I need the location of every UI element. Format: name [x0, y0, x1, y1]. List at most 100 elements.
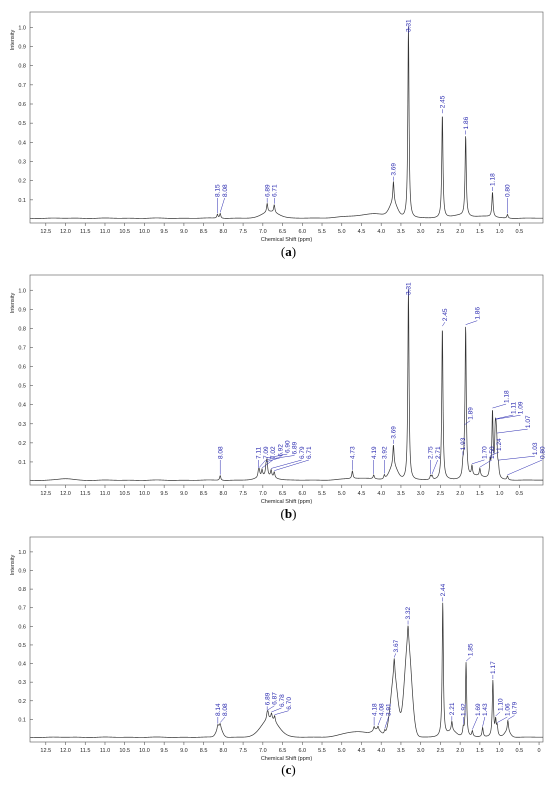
y-tick-label: 0.9: [18, 45, 26, 51]
spectrum-panel-a: 0.1 0.2 0.3 0.4 0.5 0.6 0.7 0.8 0.9 1.0 12.5 12.0 11…: [10, 11, 544, 259]
peak-label: 1.89: [467, 407, 474, 420]
peak-leader: [465, 656, 471, 662]
x-tick-label: 12.5: [40, 491, 51, 497]
peak-label: 3.92: [382, 446, 389, 459]
x-tick-label: 1.5: [476, 229, 484, 235]
spectrum-line: [29, 289, 543, 481]
peak-label: 1.70: [482, 446, 489, 459]
peak-label: 3.91: [386, 703, 393, 716]
y-tick-label: 0.4: [18, 403, 26, 409]
x-tick-label: 7.5: [239, 491, 247, 497]
peak-label: 0.80: [505, 184, 512, 197]
peak-label: 2.21: [449, 702, 456, 715]
plot-frame: [29, 536, 544, 743]
peak-leader: [495, 711, 501, 717]
y-tick-label: 0.7: [18, 83, 26, 89]
peak-leader: [495, 414, 514, 420]
peak-leader: [259, 459, 266, 468]
peak-leader: [472, 716, 478, 730]
peak-label: 1.17: [490, 661, 497, 674]
y-tick-label: 0.9: [18, 307, 26, 313]
x-tick-label: 4.5: [358, 748, 366, 754]
peak-label: 1.43: [482, 703, 489, 716]
peak-leader: [267, 455, 295, 460]
peak-leader: [465, 320, 478, 325]
x-tick-label: 8.0: [220, 748, 228, 754]
peak-label: 6.92: [277, 444, 284, 457]
x-tick-label: 3.0: [417, 748, 425, 754]
x-tick-label: 5.5: [318, 491, 326, 497]
peak-leader: [265, 457, 281, 463]
y-tick-label: 0.1: [18, 460, 26, 466]
y-tick-label: 0.1: [18, 198, 26, 204]
x-tick-label: 12.0: [60, 229, 71, 235]
y-tick-label: 0.4: [18, 140, 26, 146]
peak-leader: [496, 414, 521, 420]
spectrum-panel-c: 0.1 0.2 0.3 0.4 0.5 0.6 0.7 0.8 0.9 1.0 12.5 12.0 11…: [10, 536, 544, 777]
y-tick-label: 0.1: [18, 717, 26, 723]
peak-label: 1.10: [497, 698, 504, 711]
x-tick-label: 6.5: [279, 491, 287, 497]
peak-label: 3.31: [406, 282, 413, 295]
peak-leader: [274, 710, 289, 715]
x-tick-label: 11.5: [80, 491, 90, 497]
x-tick-label: 4.0: [377, 229, 385, 235]
x-tick-label: 0.5: [515, 491, 523, 497]
peak-label: 6.89: [264, 184, 271, 197]
x-tick-label: 10.0: [139, 229, 150, 235]
peak-label: 8.08: [222, 703, 229, 716]
peak-label: 2.45: [440, 95, 447, 108]
y-tick-label: 0.8: [18, 587, 26, 593]
peak-leader: [431, 459, 438, 474]
x-tick-label: 11.5: [80, 229, 90, 235]
y-tick-label: 0.4: [18, 662, 26, 668]
spectrum-line: [29, 602, 543, 738]
peak-label: 3.31: [406, 19, 413, 32]
x-tick-label: 8.5: [200, 748, 208, 754]
peak-label: 6.70: [286, 697, 293, 710]
x-tick-label: 3.5: [397, 229, 405, 235]
y-tick-label: 0.3: [18, 680, 26, 686]
x-tick-label: 1.0: [496, 491, 504, 497]
y-tick-label: 0.8: [18, 326, 26, 332]
x-tick-label: 4.0: [377, 491, 385, 497]
x-tick-label: 10.5: [119, 491, 130, 497]
peak-label: 1.86: [463, 116, 470, 129]
peak-label: 6.89: [264, 692, 271, 705]
peak-label: 2.71: [435, 446, 442, 459]
panel-caption: (c): [281, 762, 295, 777]
y-tick-label: 0.6: [18, 102, 26, 108]
peak-label: 4.18: [371, 703, 378, 716]
x-tick-label: 10.5: [119, 748, 130, 754]
peak-label: 3.69: [391, 426, 398, 439]
peak-label: 6.87: [272, 692, 279, 705]
peak-label: 1.07: [525, 415, 532, 428]
x-tick-label: 3.0: [417, 491, 425, 497]
peak-label: 1.09: [518, 401, 525, 414]
x-tick-label: 4.5: [358, 491, 366, 497]
x-tick-label: 3.5: [397, 748, 405, 754]
y-tick-label: 0.6: [18, 624, 26, 630]
peak-leader: [507, 715, 515, 720]
x-axis-label: Chemical Shift (ppm): [261, 756, 313, 762]
peak-label: 6.71: [306, 446, 313, 459]
peak-label: 3.32: [405, 607, 412, 620]
peak-leader: [271, 459, 302, 469]
peak-leader: [267, 705, 275, 711]
peak-label: 1.06: [504, 703, 511, 716]
y-tick-label: 0.8: [18, 64, 26, 70]
y-tick-label: 0.2: [18, 179, 26, 185]
y-tick-label: 0.6: [18, 365, 26, 371]
x-tick-label: 2.0: [456, 491, 464, 497]
x-tick-label: 8.5: [200, 229, 208, 235]
y-tick-label: 0.5: [18, 121, 26, 127]
y-tick-label: 0.3: [18, 160, 26, 166]
y-tick-label: 0.2: [18, 699, 26, 705]
peak-label: 1.86: [474, 307, 481, 320]
peak-label: 4.08: [379, 703, 386, 716]
x-tick-label: 2.0: [456, 748, 464, 754]
spectrum-line: [29, 26, 543, 219]
peak-leader: [219, 197, 225, 213]
peak-label: 8.08: [222, 184, 229, 197]
peak-label: 0.80: [539, 446, 546, 459]
